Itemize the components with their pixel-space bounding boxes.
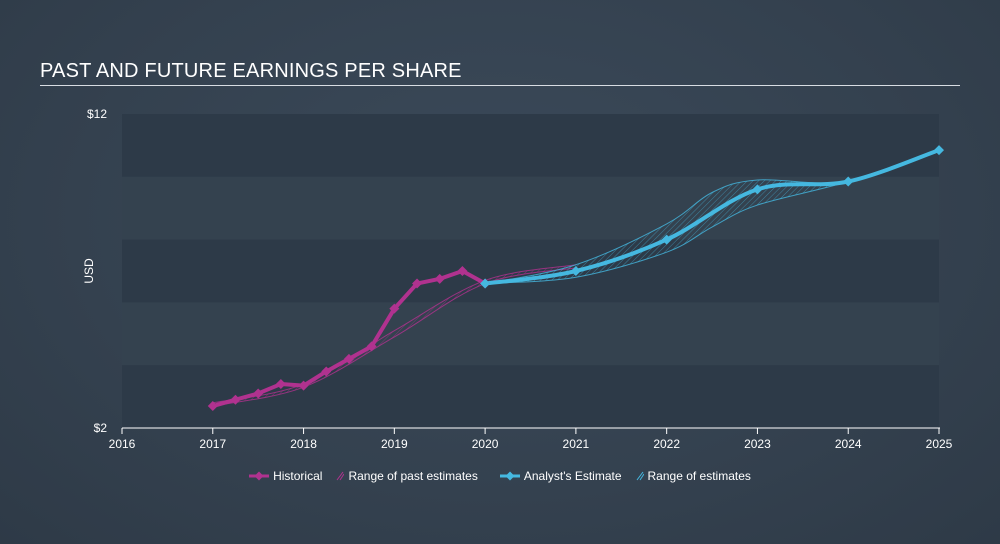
legend-future-range-symbol bbox=[636, 471, 644, 481]
past-estimate-range-lower bbox=[212, 267, 576, 407]
legend-future-range[interactable]: Range of estimates bbox=[636, 469, 751, 483]
axes: 2016 2017 2018 2019 2020 2021 2022 2023 2024 2025… bbox=[87, 107, 953, 451]
x-tick-label: 2022 bbox=[653, 437, 680, 451]
historical-point bbox=[207, 401, 218, 412]
legend-past-range-symbol bbox=[337, 471, 345, 481]
legend-estimate-label: Analyst's Estimate bbox=[523, 469, 622, 483]
analyst-estimate-point bbox=[843, 176, 854, 187]
historical-point bbox=[321, 366, 332, 377]
historical-point bbox=[366, 341, 377, 352]
y-tick-label: $12 bbox=[87, 107, 107, 121]
historical-point bbox=[253, 388, 264, 399]
grid-band bbox=[122, 114, 939, 177]
x-tick-label: 2018 bbox=[290, 437, 317, 451]
historical-point bbox=[412, 278, 423, 289]
series-markers bbox=[207, 145, 944, 412]
legend-past-range[interactable]: Range of past estimates bbox=[336, 469, 478, 483]
legend-estimate[interactable]: Analyst's Estimate bbox=[499, 469, 622, 483]
historical-point bbox=[298, 380, 309, 391]
x-tick-label: 2021 bbox=[563, 437, 590, 451]
analyst-estimate-point bbox=[570, 266, 581, 276]
legend-estimate-symbol bbox=[499, 471, 520, 481]
analyst-estimate-point bbox=[934, 145, 944, 156]
legend: Historical Range of past estimates Analy… bbox=[0, 469, 1000, 483]
y-tick-label: $2 bbox=[94, 421, 108, 435]
legend-future-range-label: Range of estimates bbox=[647, 469, 751, 483]
y-axis-label: USD bbox=[82, 258, 96, 284]
x-tick-label: 2025 bbox=[926, 437, 953, 451]
x-tick-label: 2023 bbox=[744, 437, 771, 451]
historical-point bbox=[457, 266, 468, 276]
legend-historical-label: Historical bbox=[273, 469, 323, 483]
legend-past-range-label: Range of past estimates bbox=[348, 469, 478, 483]
legend-historical-symbol bbox=[249, 471, 270, 481]
legend-historical[interactable]: Historical bbox=[249, 469, 322, 483]
analyst-estimate-point bbox=[480, 278, 491, 289]
historical-point bbox=[389, 303, 400, 314]
x-tick-label: 2017 bbox=[199, 437, 226, 451]
historical-point bbox=[275, 379, 286, 390]
analyst-estimate-point bbox=[752, 184, 763, 195]
x-tick-label: 2016 bbox=[109, 437, 136, 451]
title-divider bbox=[40, 85, 960, 86]
analyst-estimate-line bbox=[483, 148, 941, 286]
background-bands bbox=[122, 114, 939, 428]
historical-point bbox=[343, 353, 354, 364]
x-tick-label: 2024 bbox=[835, 437, 862, 451]
analyst-estimate-point bbox=[661, 234, 672, 245]
past-estimate-range-area bbox=[212, 264, 576, 407]
grid-band bbox=[122, 302, 939, 366]
historical-point bbox=[230, 394, 241, 405]
past-estimate-range-upper bbox=[212, 264, 576, 404]
x-tick-label: 2020 bbox=[472, 437, 499, 451]
chart-title: PAST AND FUTURE EARNINGS PER SHARE bbox=[40, 60, 462, 82]
x-tick-label: 2019 bbox=[381, 437, 408, 451]
historical-point bbox=[434, 273, 445, 284]
